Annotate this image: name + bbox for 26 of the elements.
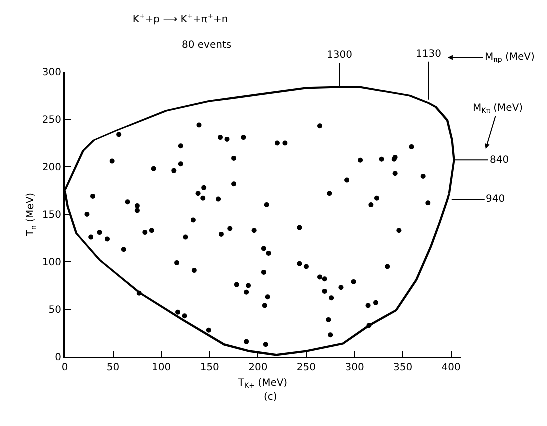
y-tick-label: 100 xyxy=(42,258,62,268)
x-tick-label: 300 xyxy=(345,362,364,374)
y-tick-label: 0 xyxy=(55,352,62,364)
x-tick-label: 400 xyxy=(442,362,461,374)
chart-subtitle: 80 events xyxy=(182,40,232,51)
text: M$_{Kπ}$ (MeV) xyxy=(473,103,524,116)
text: 940 xyxy=(486,194,506,205)
x-tick-label: 250 xyxy=(296,362,316,374)
text: 1300 xyxy=(327,50,352,61)
x-tick-label: 200 xyxy=(248,362,268,374)
text: 840 xyxy=(490,155,510,166)
x-tick-label: 50 xyxy=(106,362,120,374)
y-tick-label: 50 xyxy=(48,305,62,316)
x-tick-label: 0 xyxy=(62,362,68,374)
y-tick-label: 300 xyxy=(42,68,62,78)
y-tick-label: 250 xyxy=(42,115,62,126)
y-tick-label: 200 xyxy=(42,162,62,174)
text: (c) xyxy=(264,392,278,403)
x-tick-label: 350 xyxy=(394,362,413,374)
y-tick-label: 150 xyxy=(42,210,62,221)
text: 1130 xyxy=(416,49,442,60)
x-tick-label: 150 xyxy=(200,362,220,374)
text: M$_{πp}$ (MeV) xyxy=(485,52,536,64)
x-axis-title: T$_{K+}$ (MeV) xyxy=(237,378,288,390)
chart-title: K$^{+}$+p ⟶ K$^{+}$+π$^{+}$+n xyxy=(132,12,228,26)
x-tick-label: 100 xyxy=(152,362,172,374)
